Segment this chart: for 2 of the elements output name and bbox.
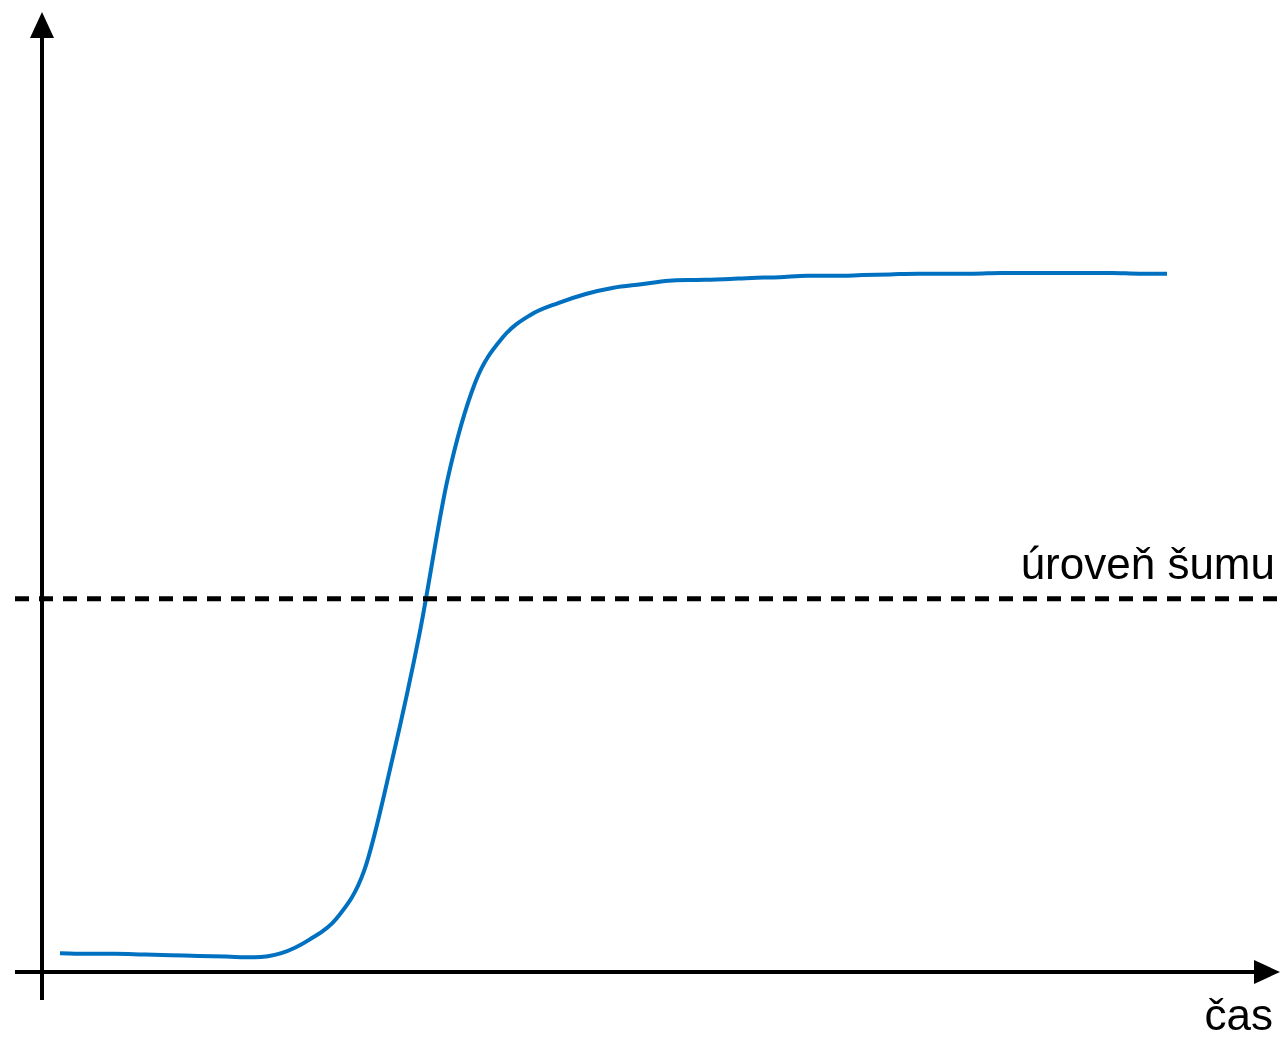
ref-line-label: úroveň šumu (1020, 538, 1275, 588)
x-axis-title: čas (1204, 990, 1273, 1039)
